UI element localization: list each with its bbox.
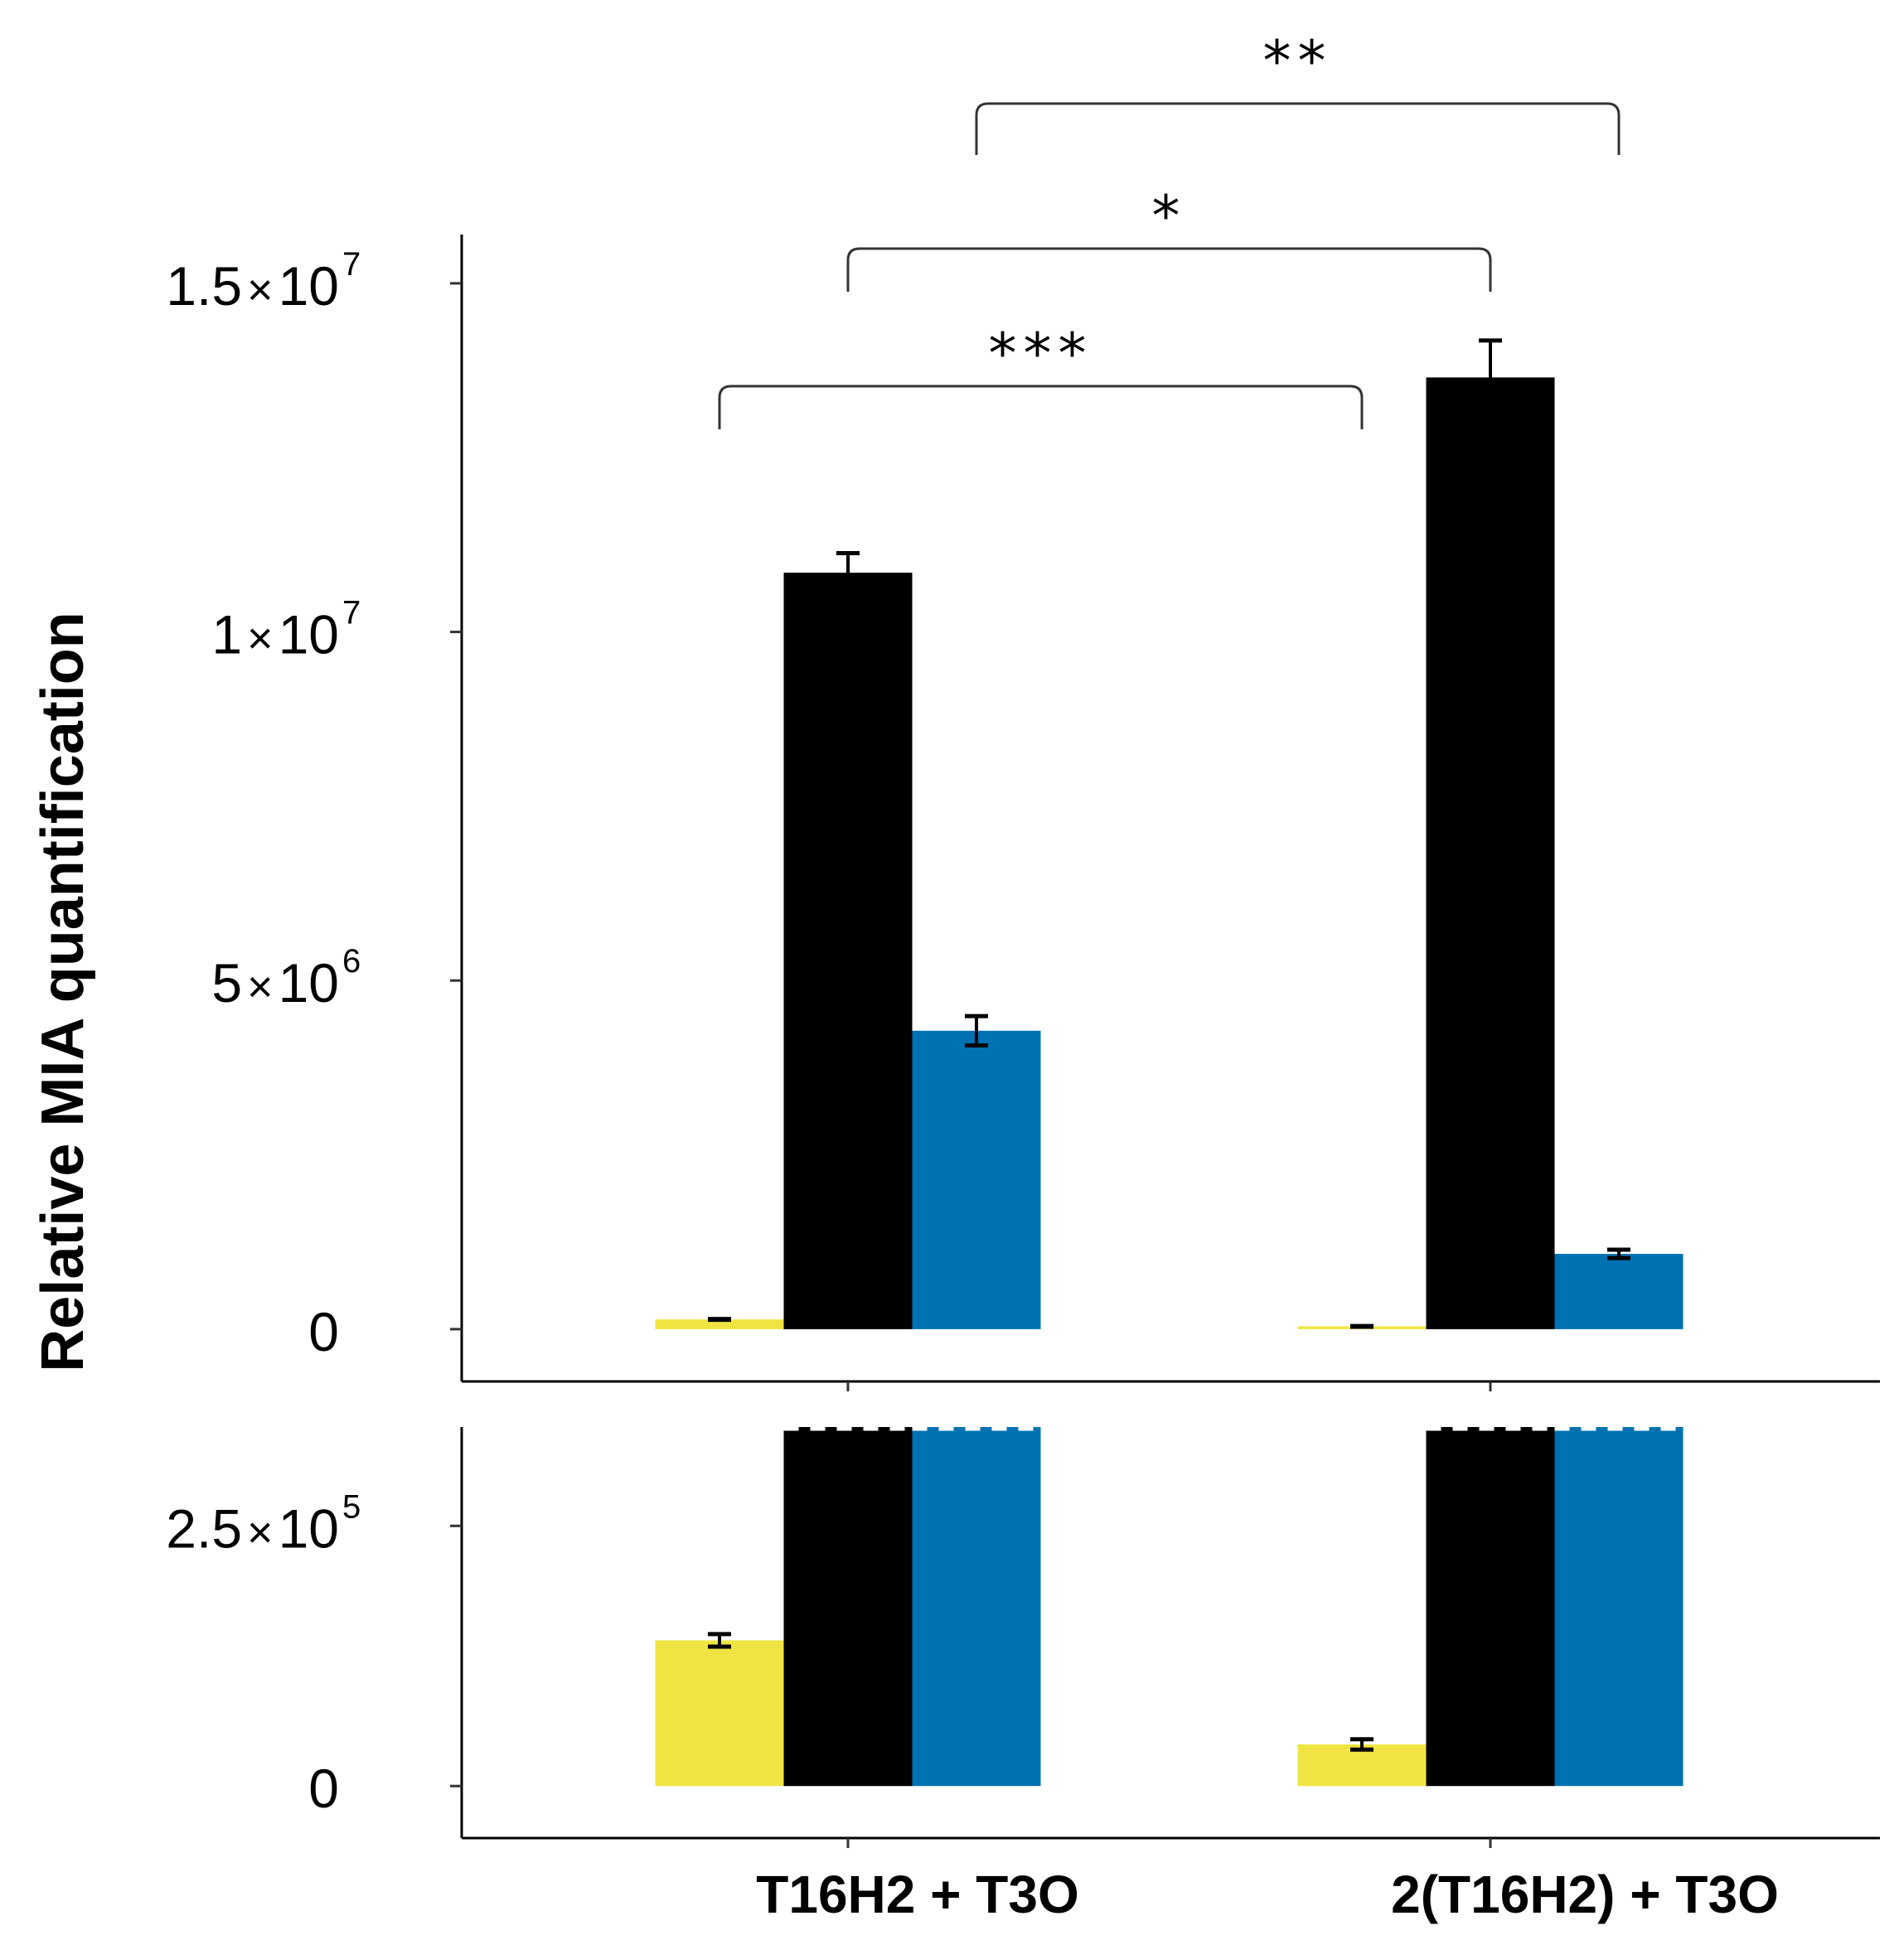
- y-tick-label: 5 ×10: [211, 952, 339, 1014]
- category-label: 2(T16H2) + T3O: [1391, 1865, 1779, 1924]
- lower-panel: 0 2.5 ×10 5: [166, 1426, 1880, 1848]
- bar: [1554, 1254, 1684, 1329]
- bar: [783, 1427, 913, 1787]
- bar: [655, 1640, 784, 1787]
- significance-bracket: [846, 247, 1492, 292]
- upper-panel: 05 ×10 61 ×10 71.5 ×10 7: [166, 235, 1880, 1391]
- y-tick-label: 1 ×10: [211, 604, 339, 665]
- y-tick-label: 1.5 ×10: [166, 255, 339, 317]
- y-tick-exponent: 7: [342, 246, 361, 283]
- y-tick-exponent: 7: [342, 595, 361, 631]
- significance-brackets: ******: [718, 29, 1621, 429]
- y-tick-label: 2.5 ×10: [166, 1497, 339, 1559]
- bar: [1426, 1427, 1555, 1787]
- y-axis-label: Relative MIA quantification: [30, 612, 96, 1372]
- significance-label: *: [1152, 184, 1187, 249]
- bar: [655, 1319, 784, 1329]
- y-tick-label: 0: [308, 1758, 339, 1819]
- significance-bracket: [975, 102, 1621, 155]
- bar: [1426, 377, 1555, 1329]
- category-labels: T16H2 + T3O 2(T16H2) + T3O: [756, 1865, 1779, 1924]
- y-tick-exponent: 6: [342, 943, 361, 980]
- significance-bracket: [718, 385, 1364, 429]
- bar: [783, 573, 913, 1329]
- bar: [1554, 1427, 1684, 1787]
- y-tick-exponent: 5: [342, 1488, 361, 1525]
- bar: [912, 1427, 1041, 1787]
- significance-label: **: [1263, 29, 1333, 94]
- bar: [912, 1030, 1041, 1329]
- category-label: T16H2 + T3O: [756, 1865, 1079, 1924]
- y-tick-label: 0: [308, 1301, 339, 1362]
- significance-label: ***: [989, 322, 1093, 387]
